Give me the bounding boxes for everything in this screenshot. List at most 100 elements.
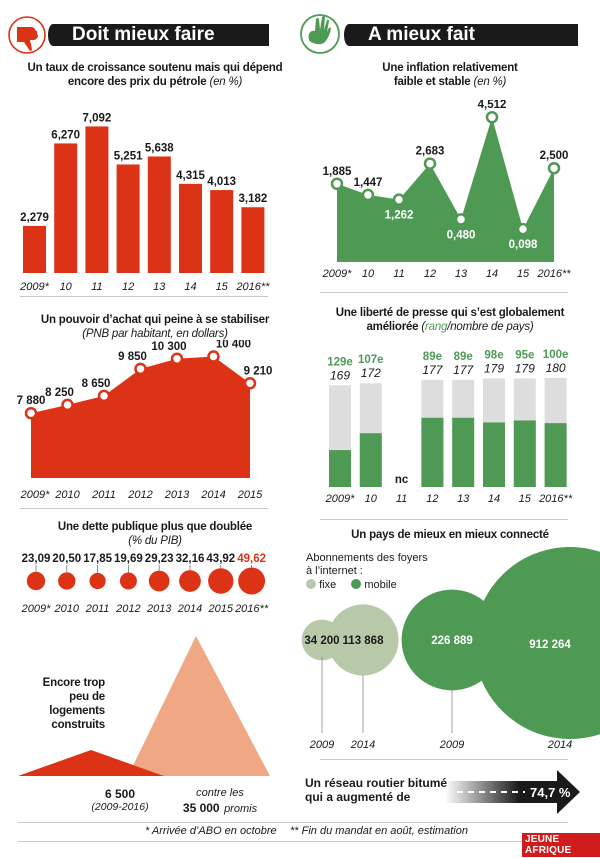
growth-value-label: 6,270	[51, 129, 80, 141]
inflation-point	[423, 157, 437, 170]
press-total-label: 169	[330, 368, 350, 382]
inflation-point	[361, 188, 375, 202]
growth-tick-label: 15	[216, 281, 229, 293]
header-right-banner: A mieux fait	[344, 24, 578, 46]
inflation-value-label: 0,480	[447, 229, 476, 241]
growth-chart: 2,279 2009* 6,270 10 7,092 11 5,251 12 5,638 13 4,…	[19, 112, 270, 293]
inflation-value-label: 1,885	[323, 166, 352, 178]
inflation-tick-label: 2016**	[536, 268, 571, 280]
press-rank-bar	[329, 450, 351, 487]
internet-tick-label: 2009	[439, 739, 464, 751]
housing-built-label: 6 500 (2009-2016)	[60, 787, 180, 813]
debt-value-label: 17,85	[83, 553, 112, 565]
debt-value-label: 49,62	[237, 553, 266, 565]
legend-fixe-label: fixe	[319, 579, 337, 591]
internet-value-label: 912 264	[529, 639, 571, 651]
roads-text: Un réseau routier bitumé qui a augmenté …	[305, 776, 447, 804]
press-total-label: 179	[484, 362, 504, 376]
inflation-value-label: 2,683	[416, 146, 445, 158]
gnp-tick-label: 2013	[164, 489, 190, 501]
press-rank-bar	[452, 417, 475, 487]
growth-tick-label: 11	[91, 281, 102, 293]
internet-mobile-2009-bubble	[401, 589, 503, 691]
press-tick-label: 13	[457, 493, 470, 505]
divider	[20, 508, 268, 509]
growth-value-label: 7,092	[83, 112, 112, 124]
divider	[20, 296, 268, 297]
inflation-title-text: Une inflation relativement faible et sta…	[382, 62, 518, 88]
internet-tick-label: 2009	[309, 739, 334, 751]
internet-chart: 34 200 113 868 226 889 912 264 2009 2014 2009 2…	[301, 547, 600, 751]
debt-chart: 23,09 2009* 20,50 2010 17,85 2011 19,69 2012 29,…	[21, 553, 269, 615]
inflation-value-label: 0,098	[509, 239, 538, 251]
divider	[18, 822, 568, 823]
debt-bubble	[89, 572, 106, 590]
gnp-tick-label: 2012	[127, 489, 152, 501]
housing-title-text: Encore trop peu de logements construits	[42, 677, 106, 731]
gnp-tick-label: 2011	[91, 489, 116, 501]
gnp-area	[31, 356, 250, 478]
gnp-value-label: 8 650	[82, 378, 111, 390]
roads-arrow: 74,7 %	[445, 770, 580, 814]
gnp-tick-label: 2009*	[20, 489, 50, 501]
header-left-title: Doit mieux faire	[72, 24, 215, 45]
press-title-rest: /nombre de pays)	[447, 321, 534, 333]
growth-bar	[116, 164, 140, 273]
press-chart-title: Une liberté de presse qui s’est globalem…	[335, 307, 565, 333]
gnp-point	[61, 398, 74, 412]
gnp-value-label: 10 400	[216, 340, 251, 351]
gnp-title-unit: (PNB par habitant, en dollars)	[82, 328, 228, 340]
gnp-point	[207, 350, 220, 363]
legend-fixe-swatch	[306, 579, 316, 589]
debt-bubble	[238, 567, 266, 595]
debt-bubble	[119, 572, 137, 590]
growth-bar	[147, 156, 171, 273]
press-rank-label: 100e	[543, 349, 569, 361]
debt-bubble	[26, 571, 46, 591]
press-title-rank: rang	[425, 321, 448, 333]
press-tick-label: 11	[396, 493, 407, 505]
housing-promised-suffix: promis	[224, 803, 258, 815]
press-rank-label: 95e	[515, 350, 534, 362]
housing-built-period: (2009-2016)	[91, 801, 149, 813]
press-tick-label: 2016**	[538, 493, 573, 505]
press-rank-label: 129e	[327, 356, 353, 368]
footnote-2: ** Fin du mandat en août, estimation	[290, 825, 468, 837]
inflation-point	[330, 177, 344, 191]
debt-tick-label: 2016**	[234, 603, 269, 615]
inflation-tick-label: 13	[455, 268, 468, 280]
growth-bar	[23, 225, 46, 273]
internet-mobile-2014-bubble	[474, 547, 600, 739]
growth-value-label: 5,638	[145, 142, 174, 154]
growth-bar	[210, 190, 234, 273]
press-tick-label: 15	[519, 493, 532, 505]
inflation-title-unit: (en %)	[473, 76, 507, 88]
housing-promised-label: contre les 35 000 promis	[160, 787, 280, 817]
debt-value-label: 32,16	[176, 553, 205, 565]
inflation-tick-label: 14	[486, 268, 498, 280]
debt-chart-title: Une dette publique plus que doublée (% d…	[20, 520, 290, 548]
press-chart: 129e1692009*107e17210nc1189e1771289e1771…	[325, 349, 573, 505]
inflation-tick-label: 11	[393, 268, 404, 280]
thumbs-down-icon	[7, 15, 47, 55]
growth-bar	[241, 207, 265, 273]
inflation-tick-label: 12	[424, 268, 436, 280]
gnp-value-label: 8 250	[45, 387, 74, 399]
press-total-label: 172	[361, 366, 381, 380]
debt-value-label: 43,92	[206, 553, 235, 565]
housing-promised-prefix: contre les	[196, 787, 244, 799]
housing-chart	[18, 636, 270, 776]
debt-tick-label: 2013	[146, 603, 172, 615]
internet-value-label: 226 889	[431, 635, 473, 647]
press-title-text: Une liberté de presse qui s’est globalem…	[335, 307, 565, 333]
press-tick-label: 10	[365, 493, 378, 505]
press-missing-label: nc	[395, 474, 409, 486]
internet-value-label: 113 868	[343, 635, 385, 647]
debt-title-unit: (% du PIB)	[128, 535, 182, 547]
growth-value-label: 2,279	[20, 212, 49, 224]
inflation-point	[547, 161, 561, 175]
inflation-value-label: 2,500	[540, 150, 569, 162]
gnp-value-label: 9 850	[118, 351, 147, 363]
housing-built-value: 6 500	[104, 787, 136, 801]
growth-bar	[85, 126, 109, 273]
